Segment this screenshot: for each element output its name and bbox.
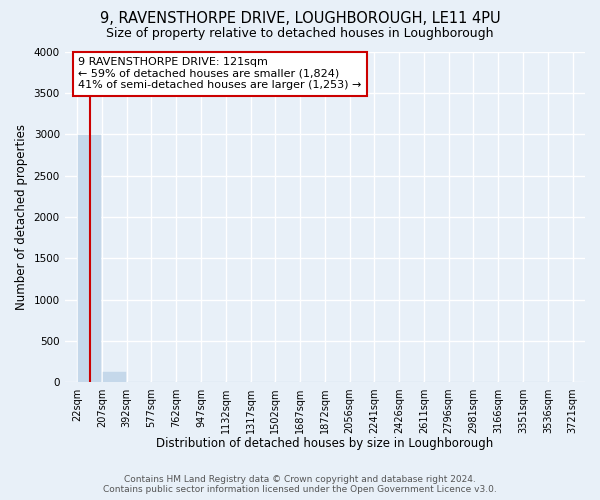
Y-axis label: Number of detached properties: Number of detached properties — [15, 124, 28, 310]
Text: 9, RAVENSTHORPE DRIVE, LOUGHBOROUGH, LE11 4PU: 9, RAVENSTHORPE DRIVE, LOUGHBOROUGH, LE1… — [100, 11, 500, 26]
Bar — [103, 372, 125, 382]
Bar — [78, 135, 101, 382]
Text: Size of property relative to detached houses in Loughborough: Size of property relative to detached ho… — [106, 28, 494, 40]
Text: 9 RAVENSTHORPE DRIVE: 121sqm
← 59% of detached houses are smaller (1,824)
41% of: 9 RAVENSTHORPE DRIVE: 121sqm ← 59% of de… — [78, 58, 362, 90]
Text: Contains HM Land Registry data © Crown copyright and database right 2024.
Contai: Contains HM Land Registry data © Crown c… — [103, 474, 497, 494]
X-axis label: Distribution of detached houses by size in Loughborough: Distribution of detached houses by size … — [156, 437, 493, 450]
